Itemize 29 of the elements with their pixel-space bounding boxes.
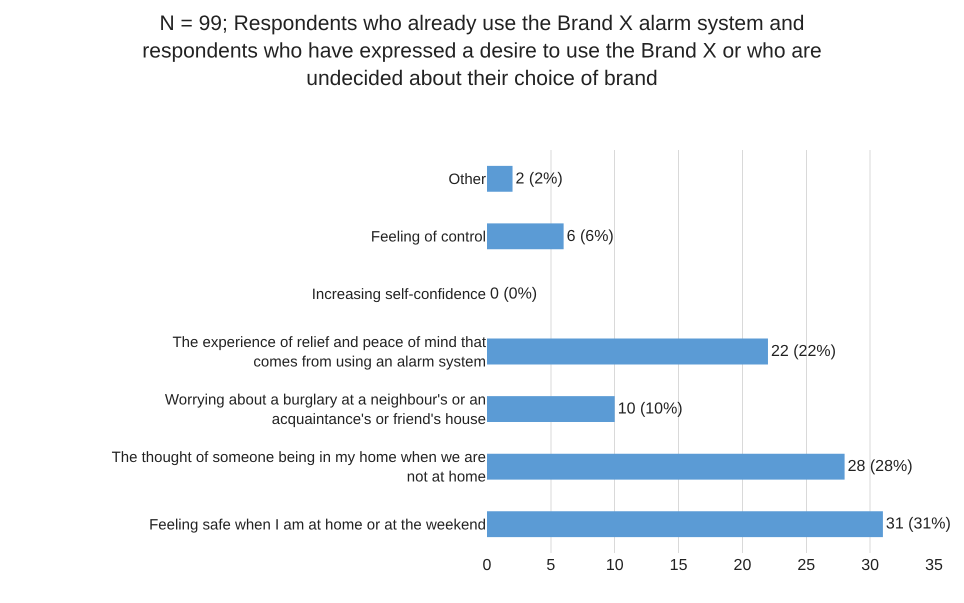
y-tick-label: Feeling safe when I am at home or at the weekend [149, 516, 486, 534]
y-tick-label: The thought of someone being in my home when we are not at home [112, 449, 486, 486]
y-tick-label: Feeling of control [370, 228, 486, 246]
bar [487, 338, 768, 364]
y-tick-label: Increasing self-confidence [312, 286, 486, 304]
data-label: 22 (22%) [770, 343, 836, 360]
data-label: 2 (2%) [516, 170, 563, 188]
x-tick-label: 0 [482, 557, 492, 574]
chart-title: N = 99; Respondents who already use the Brand X alarm system and respondents who have expressed a desire to use the Brand X or who are undecided about their choice of brand [142, 12, 822, 90]
data-label: 10 (10%) [618, 400, 683, 418]
bar [487, 166, 513, 192]
x-tick-label: 5 [546, 557, 556, 574]
x-tick-label: 25 [797, 557, 816, 574]
data-label: 0 (0%) [490, 285, 538, 302]
x-tick-label: 20 [734, 557, 752, 574]
bar [487, 511, 883, 538]
data-label: 31 (31%) [886, 516, 951, 533]
data-label: 6 (6%) [566, 228, 614, 245]
y-tick-label: Other [448, 171, 486, 188]
bar [487, 396, 615, 422]
x-tick-label: 10 [606, 557, 624, 574]
x-tick-label: 30 [861, 557, 880, 574]
x-tick-label: 15 [670, 557, 688, 574]
bar [487, 454, 845, 480]
bar [487, 223, 564, 250]
data-label: 28 (28%) [848, 458, 913, 476]
y-tick-label: The experience of relief and peace of mind that comes from using an alarm system [172, 334, 487, 370]
y-tick-label: Worrying about a burglary at a neighbour's or an acquaintance's or friend's house [164, 392, 486, 428]
x-tick-label: 35 [925, 557, 943, 574]
